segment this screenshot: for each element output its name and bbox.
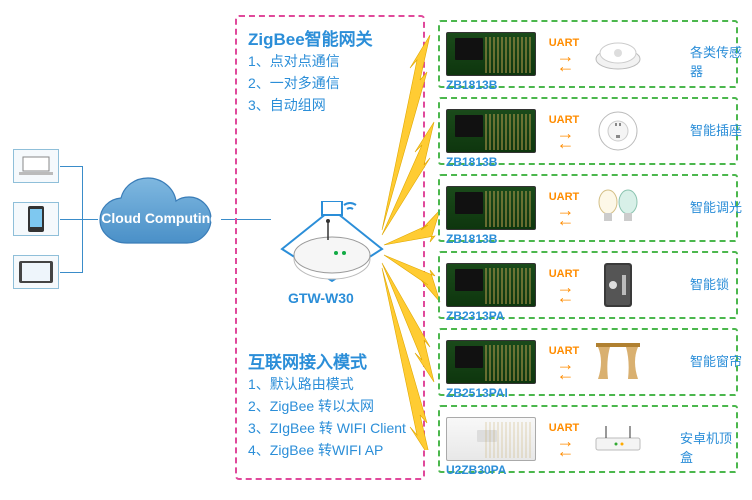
sensor-icon <box>590 32 646 76</box>
uart-link: UART→← <box>542 37 586 71</box>
zigbee-module <box>446 340 536 384</box>
zigbee-module <box>446 109 536 153</box>
cloud-computing: Cloud Computing <box>95 175 225 265</box>
end-label: 安卓机顶盒 <box>680 428 740 466</box>
end-label: 智能锁 <box>690 274 750 293</box>
socket-icon <box>590 109 646 153</box>
laptop-thumb <box>13 149 59 183</box>
zigbee-module <box>446 32 536 76</box>
cloud-label: Cloud Computing <box>95 211 225 226</box>
end-label: 各类传感器 <box>690 42 750 80</box>
module-label: ZB2313PA <box>446 309 504 323</box>
settop-icon <box>590 417 646 461</box>
modes-title: 互联网接入模式 <box>248 348 367 373</box>
module-label: ZB2513PAI <box>446 386 508 400</box>
zigbee-module <box>446 263 536 307</box>
uart-link: UART→← <box>542 114 586 148</box>
zigbee-module <box>446 186 536 230</box>
end-label: 智能窗帘 <box>690 351 750 370</box>
gateway-model: GTW-W30 <box>288 290 354 306</box>
uart-link: UART→← <box>542 191 586 225</box>
gateway-title: ZigBee智能网关 <box>248 25 373 50</box>
modes-list: 1、默认路由模式 2、ZigBee 转以太网 3、ZIgBee 转 WIFI C… <box>248 373 406 461</box>
uart-link: UART→← <box>542 345 586 379</box>
module-label: ZB1813B <box>446 155 497 169</box>
tablet-thumb <box>13 255 59 289</box>
gateway-hub <box>272 201 392 294</box>
end-label: 智能插座 <box>690 120 750 139</box>
curtain-icon <box>590 340 646 384</box>
uart-link: UART→← <box>542 268 586 302</box>
lock-icon <box>590 263 646 307</box>
module-label: ZB1813B <box>446 232 497 246</box>
module-label: ZB1813B <box>446 78 497 92</box>
end-label: 智能调光 <box>690 197 750 216</box>
module-label: U2ZB30PA <box>446 463 506 477</box>
bulb-icon <box>590 186 646 230</box>
phone-thumb <box>13 202 59 236</box>
gateway-features: 1、点对点通信 2、一对多通信 3、自动组网 <box>248 50 340 116</box>
zigbee-module-usb <box>446 417 536 461</box>
uart-link: UART→← <box>542 422 586 456</box>
